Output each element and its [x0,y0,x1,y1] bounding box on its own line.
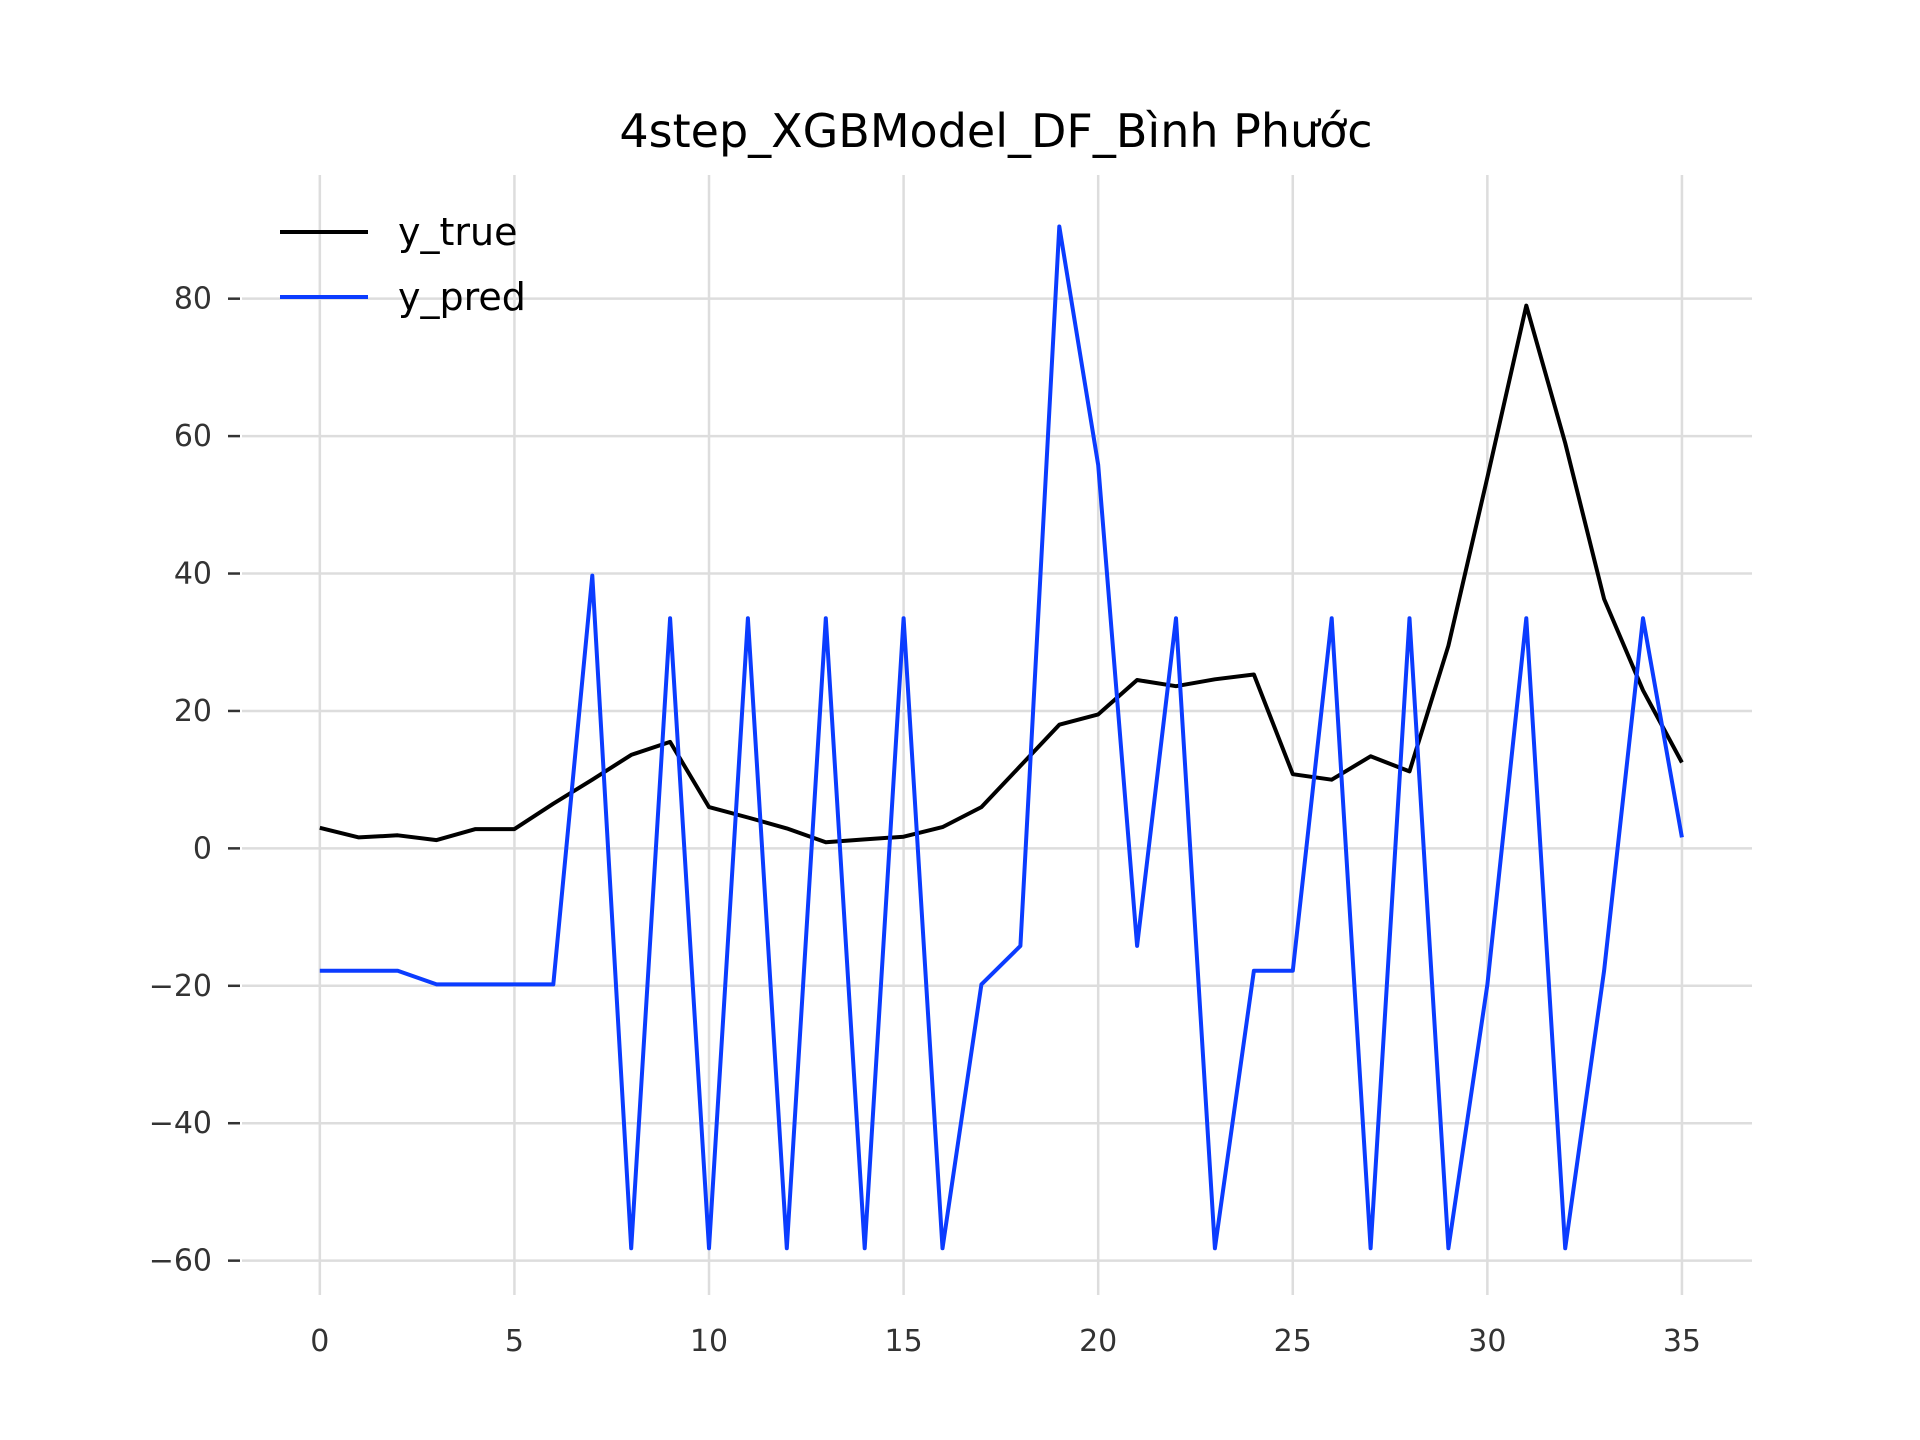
y-tick-label: 0 [193,831,212,866]
series-layer [319,224,1684,1251]
legend-label-y-true: y_true [398,210,517,254]
x-tick-label: 20 [1079,1324,1117,1359]
legend-label-y-pred: y_pred [398,275,526,319]
x-tick-label: 25 [1274,1324,1312,1359]
chart-title: 4step_XGBModel_DF_Bình Phước [619,104,1372,158]
x-tick-label: 35 [1663,1324,1701,1359]
series-line-y-pred [319,224,1684,1251]
y-tick-label: −20 [149,969,212,1004]
y-tick-label: 60 [174,419,212,454]
grid-layer [242,175,1752,1295]
x-tick-label: 5 [505,1324,524,1359]
x-tick-label: 30 [1468,1324,1506,1359]
tick-layer: 0 5 10 15 20 25 30 35 −60 −40 −20 0 20 40 60 80 [149,282,1701,1359]
y-tick-label: −60 [149,1244,212,1279]
legend: y_true y_pred [280,210,526,319]
y-tick-label: 40 [174,557,212,592]
x-tick-label: 15 [885,1324,923,1359]
y-tick-label: 80 [174,282,212,317]
series-line-y-true [319,303,1684,845]
x-tick-label: 10 [690,1324,728,1359]
y-tick-label: 20 [174,694,212,729]
x-tick-label: 0 [310,1324,329,1359]
y-tick-label: −40 [149,1106,212,1141]
